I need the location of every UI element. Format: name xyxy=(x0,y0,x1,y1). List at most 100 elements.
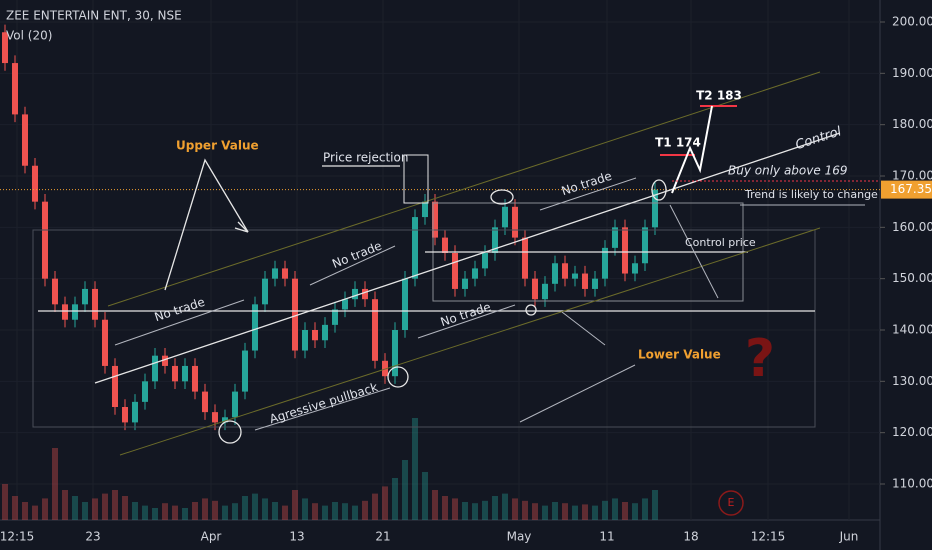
volume-bar xyxy=(332,502,338,520)
volume-bar xyxy=(202,498,208,520)
candle-body xyxy=(362,288,368,300)
volume-bar xyxy=(52,448,58,520)
annotation: T1 174 xyxy=(655,136,701,150)
candle-body xyxy=(312,330,318,341)
candle-body xyxy=(252,304,258,351)
volume-bar xyxy=(302,498,308,520)
volume-bar xyxy=(342,503,348,520)
x-tick-label: 12:15 xyxy=(0,530,34,544)
candle-body xyxy=(112,365,118,407)
annotation: T2 183 xyxy=(696,89,742,103)
candle-body xyxy=(562,263,568,279)
value-box xyxy=(32,229,816,428)
volume-bar xyxy=(242,496,248,520)
volume-bar xyxy=(152,508,158,520)
volume-bar xyxy=(22,502,28,520)
volume-bar xyxy=(442,496,448,520)
x-tick-label: Apr xyxy=(201,530,222,544)
volume-bar xyxy=(162,503,168,520)
volume-bar xyxy=(612,498,618,520)
no-trade-arrow xyxy=(539,177,637,211)
channel-top xyxy=(107,71,821,307)
annotation: Buy only above 169 xyxy=(728,164,847,178)
volume-bar xyxy=(192,502,198,520)
volume-bar xyxy=(452,498,458,520)
candle-body xyxy=(92,288,98,320)
volume-bar xyxy=(642,498,648,520)
candle-body xyxy=(462,278,468,289)
annotation: ? xyxy=(745,329,775,389)
volume-bar xyxy=(252,493,258,520)
volume-bar xyxy=(132,502,138,520)
lower-value-arrow xyxy=(561,311,606,346)
candle-body xyxy=(502,206,508,228)
candle-body xyxy=(622,227,628,274)
candle-body xyxy=(432,201,438,238)
candle-body xyxy=(202,391,208,413)
y-tick-label: 200.00 xyxy=(892,15,932,29)
volume-bar xyxy=(482,500,488,520)
candle-body xyxy=(152,355,158,382)
volume-bar xyxy=(432,490,438,520)
candle-body xyxy=(32,165,38,202)
x-tick-label: 11 xyxy=(599,530,614,544)
y-tick-label: 110.00 xyxy=(892,477,932,491)
candle-body xyxy=(162,355,168,366)
candle-body xyxy=(492,227,498,253)
volume-bar xyxy=(122,496,128,520)
volume-bar xyxy=(312,503,318,520)
control-line xyxy=(94,132,841,384)
volume-bar xyxy=(492,496,498,520)
candle-body xyxy=(142,381,148,402)
lower-value-arrow xyxy=(519,364,636,423)
candle-body xyxy=(282,268,288,279)
volume-bar xyxy=(322,505,328,520)
x-tick-label: 23 xyxy=(85,530,100,544)
y-tick-label: 150.00 xyxy=(892,271,932,285)
volume-bar xyxy=(402,460,408,520)
candle-body xyxy=(412,217,418,279)
candle-body xyxy=(12,63,18,115)
volume-bar xyxy=(532,503,538,520)
volume-bar xyxy=(172,505,178,520)
volume-bar xyxy=(72,496,78,520)
volume-bar xyxy=(262,498,268,520)
circle xyxy=(218,420,242,444)
last-price-label: 167.35 xyxy=(890,182,932,196)
volume-bar xyxy=(602,500,608,520)
annotation: Lower Value xyxy=(638,348,721,362)
candle-body xyxy=(72,304,78,320)
volume-bar xyxy=(582,504,588,520)
pullback-arrow xyxy=(254,387,391,431)
candle-body xyxy=(582,273,588,289)
candle-body xyxy=(572,273,578,279)
candle-body xyxy=(382,360,388,377)
candle-body xyxy=(332,309,338,325)
x-tick-label: 21 xyxy=(375,530,390,544)
volume-label: Vol (20) xyxy=(6,29,52,43)
volume-bar xyxy=(422,472,428,520)
x-tick-label: Jun xyxy=(839,530,859,544)
candle-body xyxy=(452,253,458,289)
last-price-box xyxy=(881,180,932,199)
arrow-head xyxy=(234,221,249,233)
volume-bar xyxy=(42,498,48,520)
volume-bar xyxy=(512,498,518,520)
volume-bar xyxy=(232,503,238,520)
candle-body xyxy=(522,237,528,279)
circle xyxy=(525,304,537,316)
volume-bar xyxy=(362,500,368,520)
annotation: Control price xyxy=(685,236,756,249)
y-tick-label: 170.00 xyxy=(892,169,932,183)
annotation: Trend is likely to change xyxy=(744,188,878,201)
channel-bottom xyxy=(119,227,821,456)
volume-bar xyxy=(562,503,568,520)
volume-bar xyxy=(12,496,18,520)
candle-body xyxy=(132,401,138,423)
candle-body xyxy=(2,32,8,64)
candle-body xyxy=(302,330,308,351)
x-tick-label: 12:15 xyxy=(751,530,786,544)
volume-bar xyxy=(32,505,38,520)
